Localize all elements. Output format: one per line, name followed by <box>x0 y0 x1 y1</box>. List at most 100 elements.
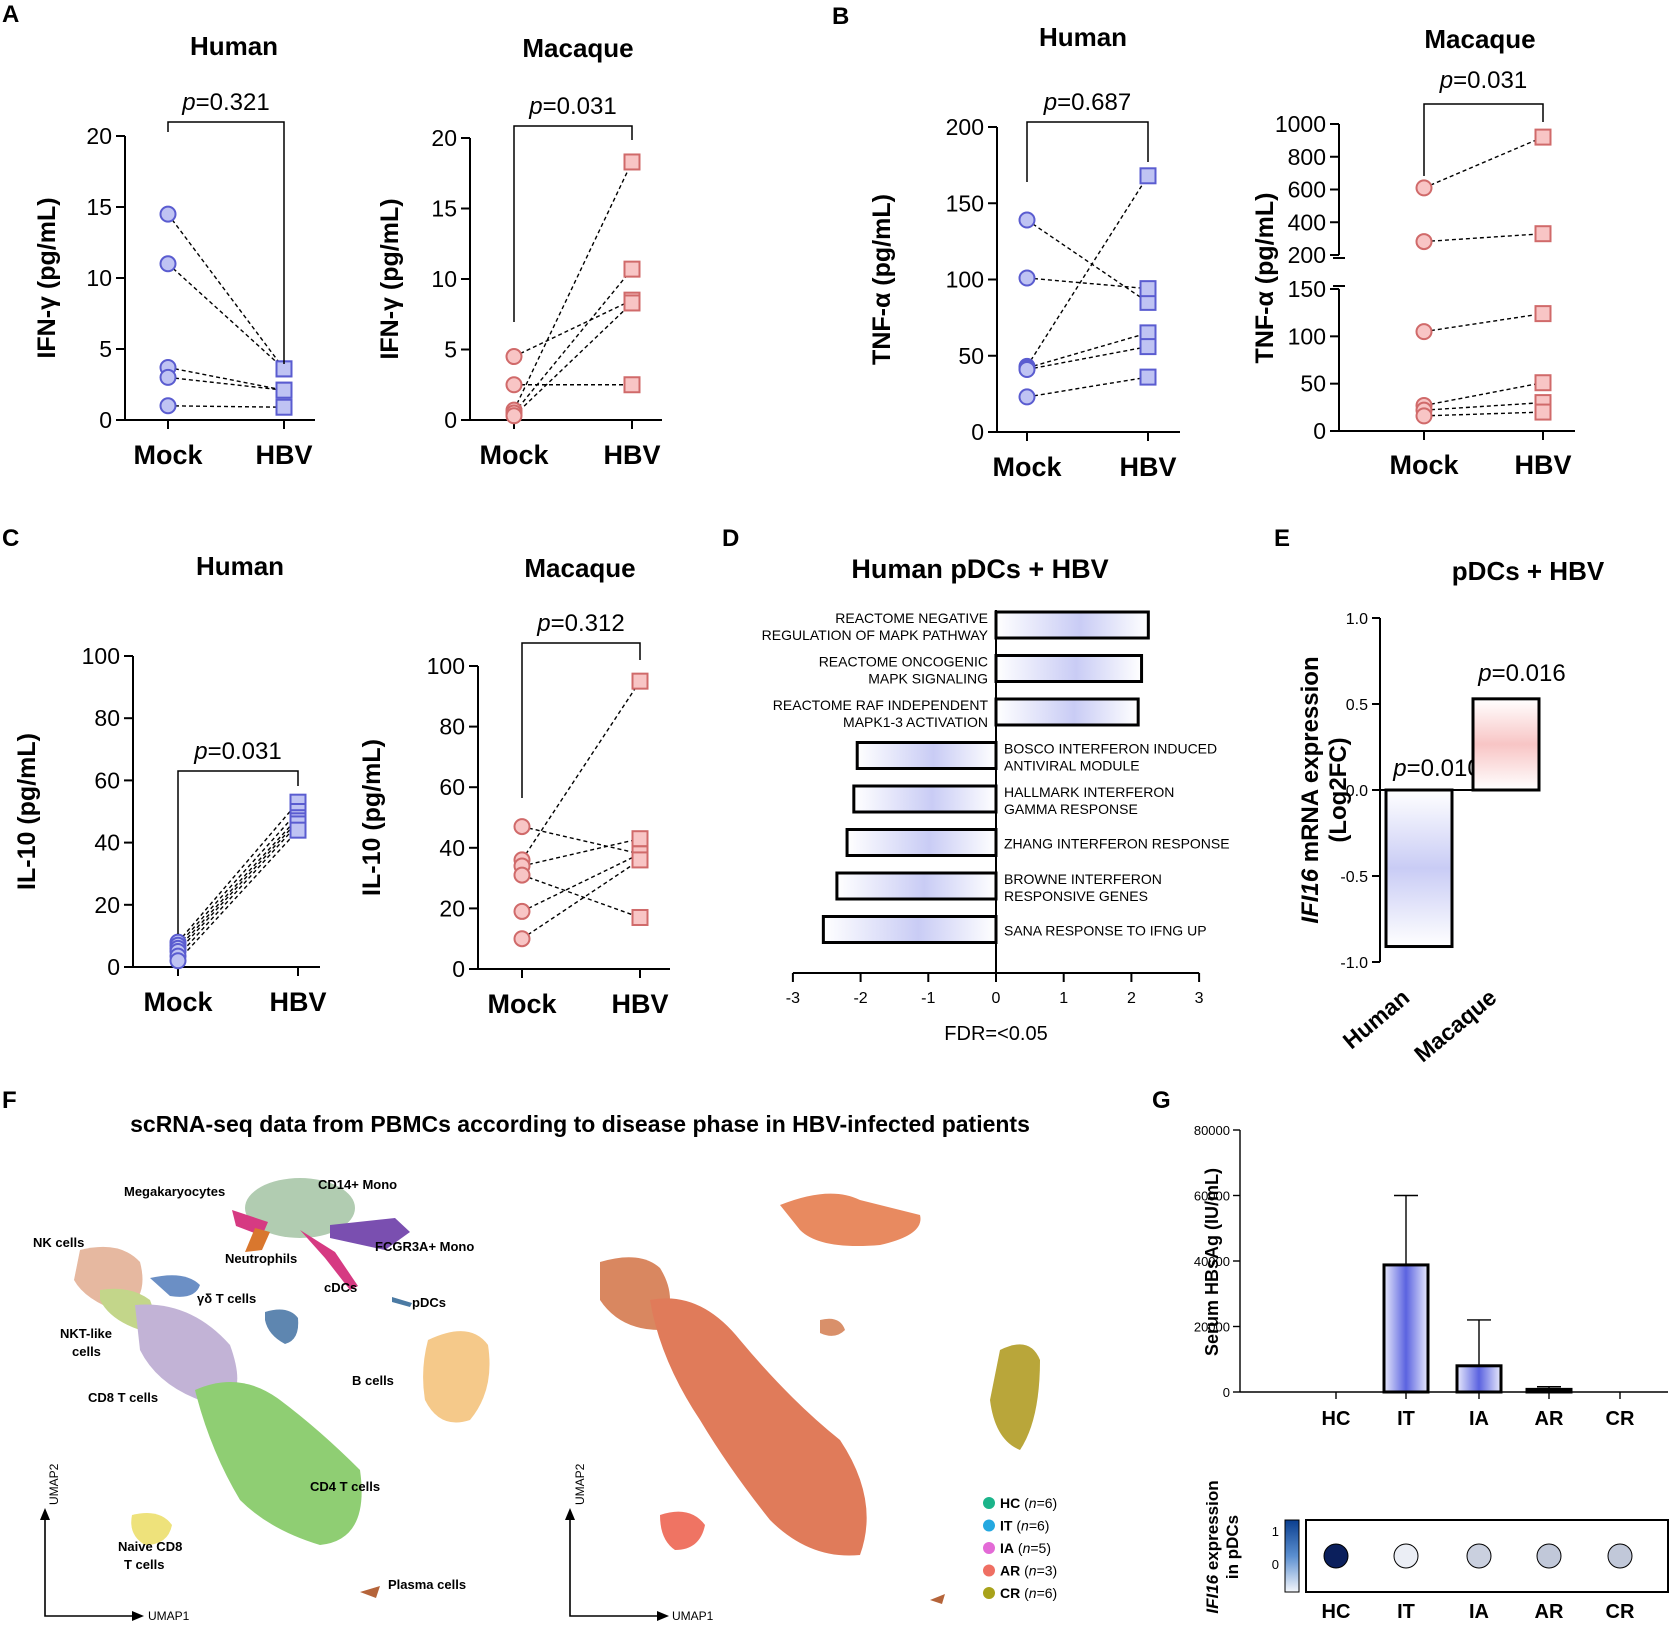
mock-point <box>1415 179 1433 197</box>
pair-line <box>513 268 633 414</box>
gsea-term-line1: ZHANG INTERFERON RESPONSE <box>1004 836 1230 852</box>
cluster-cd14-mono <box>245 1178 355 1238</box>
panel-e-ifi16-bar-chart: pDCs + HBV IFI16 mRNA expression (Log2FC) -… <box>1297 556 1605 1067</box>
y-tick-label: 150 <box>946 190 984 216</box>
y-tick-label: 0.0 <box>1346 783 1368 800</box>
y-tick-label: 40 <box>94 830 120 856</box>
legend-phase: IT <box>1000 1518 1013 1534</box>
gsea-term-line2: ANTIVIRAL MODULE <box>1004 758 1140 774</box>
y-axis-label-line2: (Log2FC) <box>1325 737 1352 842</box>
pair-line <box>513 299 633 358</box>
y-tick-label: 400 <box>1288 209 1326 235</box>
umap-celltype-labels: CD14+ Mono Megakaryocytes FCGR3A+ Mono N… <box>33 1177 474 1592</box>
significance-bracket <box>1423 103 1544 176</box>
y-label-gene: IFI16 <box>1203 1574 1222 1613</box>
chart-title: Macaque <box>522 33 633 63</box>
p-value-label: p=0.321 <box>181 89 269 116</box>
umap-left-arrow-x <box>132 1611 144 1621</box>
y-tick-label: 200 <box>1288 242 1326 268</box>
expression-dot <box>1607 1543 1633 1569</box>
x-tick-label: AR <box>1535 1601 1564 1623</box>
x-tick-label: HC <box>1322 1408 1351 1430</box>
x-tick-label: Mock <box>479 440 549 470</box>
p-value: =0.016 <box>1492 660 1566 687</box>
label-gd-t-cells: γδ T cells <box>197 1291 256 1306</box>
y-tick-label: 100 <box>82 643 120 669</box>
mock-point <box>513 818 531 836</box>
pair-line <box>167 366 285 391</box>
pair-line <box>521 859 641 940</box>
pair-line <box>1423 312 1544 333</box>
p-symbol: p <box>1392 755 1406 782</box>
label-nk-cells: NK cells <box>33 1235 84 1250</box>
gsea-bar <box>835 871 998 901</box>
y-label-rest: expression <box>1203 1480 1222 1575</box>
x-tick-label: Mock <box>133 440 203 470</box>
legend-label: HC (n=6) <box>1000 1495 1057 1511</box>
y-tick-label: 10 <box>86 265 112 291</box>
label-naive-cd8: Naive CD8 <box>118 1539 182 1554</box>
mock-point <box>505 348 523 366</box>
umap-left-axis-x-label: UMAP1 <box>148 1609 190 1623</box>
hbsag-bar <box>1455 1364 1503 1394</box>
x-tick-label: -2 <box>853 990 867 1007</box>
umap-phase-b <box>990 1344 1040 1450</box>
expression-dot <box>1536 1543 1562 1569</box>
significance-bracket <box>1026 121 1149 182</box>
y-tick-label: 100 <box>427 653 465 679</box>
y-axis-label: IFN-γ (pg/mL) <box>33 197 61 358</box>
hbv-point <box>1534 305 1552 323</box>
p-value: =0.031 <box>208 738 282 765</box>
panel-letter-a: A <box>2 1 19 28</box>
legend-swatch <box>983 1564 995 1577</box>
significance-bracket <box>177 770 299 934</box>
x-tick-label: CR <box>1606 1601 1635 1623</box>
panel-a-human-ifng-chart: Human IFN-γ (pg/mL) 0 5 10 15 20 Mock HBV p=0.321 <box>33 31 315 470</box>
hbv-point <box>631 830 649 848</box>
chart-title: pDCs + HBV <box>1452 556 1605 586</box>
label-cd4-t-cells: CD4 T cells <box>310 1479 380 1494</box>
gsea-term-line1: REACTOME RAF INDEPENDENT <box>773 697 989 713</box>
gsea-term-line2: MAPK1-3 ACTIVATION <box>843 714 988 730</box>
legend-paren: ( <box>1014 1540 1023 1556</box>
pair-line <box>521 874 641 919</box>
mock-point <box>513 902 531 920</box>
cluster-fcgr3a-mono <box>330 1218 410 1250</box>
gsea-term-line1: HALLMARK INTERFERON <box>1004 784 1174 800</box>
hbv-point <box>289 821 307 839</box>
legend-n-symbol: n <box>1029 1563 1037 1579</box>
x-tick-label: Mock <box>487 989 557 1019</box>
colorbar-tick-label: 1 <box>1272 1524 1279 1539</box>
hbv-point <box>1139 338 1157 356</box>
hbv-point <box>1139 280 1157 298</box>
label-cdcs: cDCs <box>324 1280 357 1295</box>
x-tick-label: HBV <box>269 987 326 1017</box>
label-plasma-cells: Plasma cells <box>388 1577 466 1592</box>
cluster-pdcs <box>392 1297 412 1307</box>
pair-line <box>513 302 633 417</box>
y-tick-label: 40 <box>439 835 465 861</box>
legend-paren: ( <box>1012 1518 1021 1534</box>
mock-point <box>1018 269 1036 287</box>
y-tick-label: 0.5 <box>1346 697 1368 714</box>
legend-swatch <box>983 1497 995 1509</box>
chart-title: Human <box>1039 22 1127 52</box>
x-tick-label: IT <box>1397 1408 1415 1430</box>
pair-line <box>1423 233 1544 243</box>
mock-point <box>1415 323 1433 341</box>
y-tick-label: 50 <box>958 343 984 369</box>
x-tick-label: HBV <box>255 440 312 470</box>
fc-bar <box>1384 788 1454 949</box>
pair-line <box>1026 277 1149 290</box>
cluster-b <box>423 1331 490 1423</box>
y-tick-label: 40000 <box>1194 1254 1230 1269</box>
legend-n-value: =3) <box>1037 1563 1058 1579</box>
legend-n-symbol: n <box>1021 1518 1029 1534</box>
mock-point <box>1415 233 1433 251</box>
mock-point <box>159 205 177 223</box>
y-tick-label: 0 <box>1223 1385 1230 1400</box>
x-tick-label: HBV <box>603 440 660 470</box>
gsea-term-line1: BOSCO INTERFERON INDUCED <box>1004 741 1217 757</box>
gsea-bar <box>852 784 998 814</box>
y-tick-label: 0 <box>452 956 465 982</box>
